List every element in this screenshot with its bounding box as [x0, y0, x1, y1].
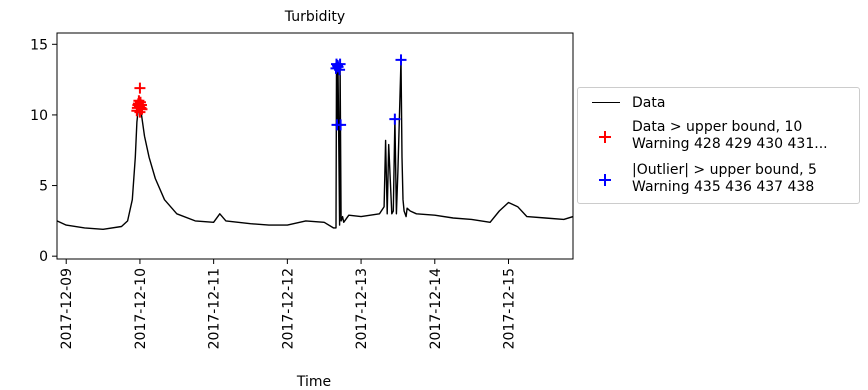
series-line-data — [57, 59, 573, 231]
outlier-point — [395, 54, 407, 66]
upper-bound-point — [134, 82, 146, 94]
legend-entry-outlier: |Outlier| > upper bound, 5 Warning 435 4… — [578, 162, 858, 198]
upper-bound-point — [133, 100, 145, 112]
legend-label-upper-bound: Data > upper bound, 10 — [632, 119, 803, 135]
legend-entry-upper-bound: Data > upper bound, 10 Warning 428 429 4… — [578, 119, 858, 155]
outlier-point — [332, 61, 344, 73]
legend-label-data: Data — [632, 95, 666, 111]
x-tick-label: 2017-12-13 — [354, 268, 370, 349]
plot-frame — [56, 32, 574, 260]
outlier-point — [389, 113, 401, 125]
y-tick-label: 0 — [39, 249, 48, 265]
y-axis: 0 5 10 15 — [30, 37, 57, 265]
y-tick-label: 15 — [30, 37, 48, 53]
x-tick-label: 2017-12-09 — [59, 268, 75, 349]
legend-entry-data: Data — [578, 95, 858, 113]
outlier-point — [335, 119, 347, 131]
chart-title: Turbidity — [284, 9, 345, 25]
legend-red-plus-marker — [599, 131, 611, 143]
plot-area — [57, 54, 573, 231]
x-tick-label: 2017-12-10 — [133, 268, 149, 349]
legend-label-outlier-warning: Warning 435 436 437 438 — [632, 179, 815, 195]
y-tick-label: 5 — [39, 179, 48, 195]
legend-label-upper-bound-warning: Warning 428 429 430 431... — [632, 136, 828, 152]
upper-bound-point — [131, 102, 143, 114]
x-tick-label: 2017-12-14 — [428, 268, 444, 349]
legend-blue-plus-marker — [599, 174, 611, 186]
outlier-point — [334, 58, 346, 70]
x-axis: 2017-12-09 2017-12-10 2017-12-11 2017-12-12… — [59, 259, 518, 349]
legend-label-outlier: |Outlier| > upper bound, 5 — [632, 162, 817, 178]
x-tick-label: 2017-12-15 — [502, 268, 518, 349]
legend: Data Data > upper bound, 10 Warning 428 … — [577, 87, 860, 204]
x-axis-label: Time — [296, 374, 331, 390]
y-tick-label: 10 — [30, 108, 48, 124]
x-tick-label: 2017-12-12 — [280, 268, 296, 349]
x-tick-label: 2017-12-11 — [207, 268, 223, 349]
legend-line-marker — [592, 102, 620, 103]
